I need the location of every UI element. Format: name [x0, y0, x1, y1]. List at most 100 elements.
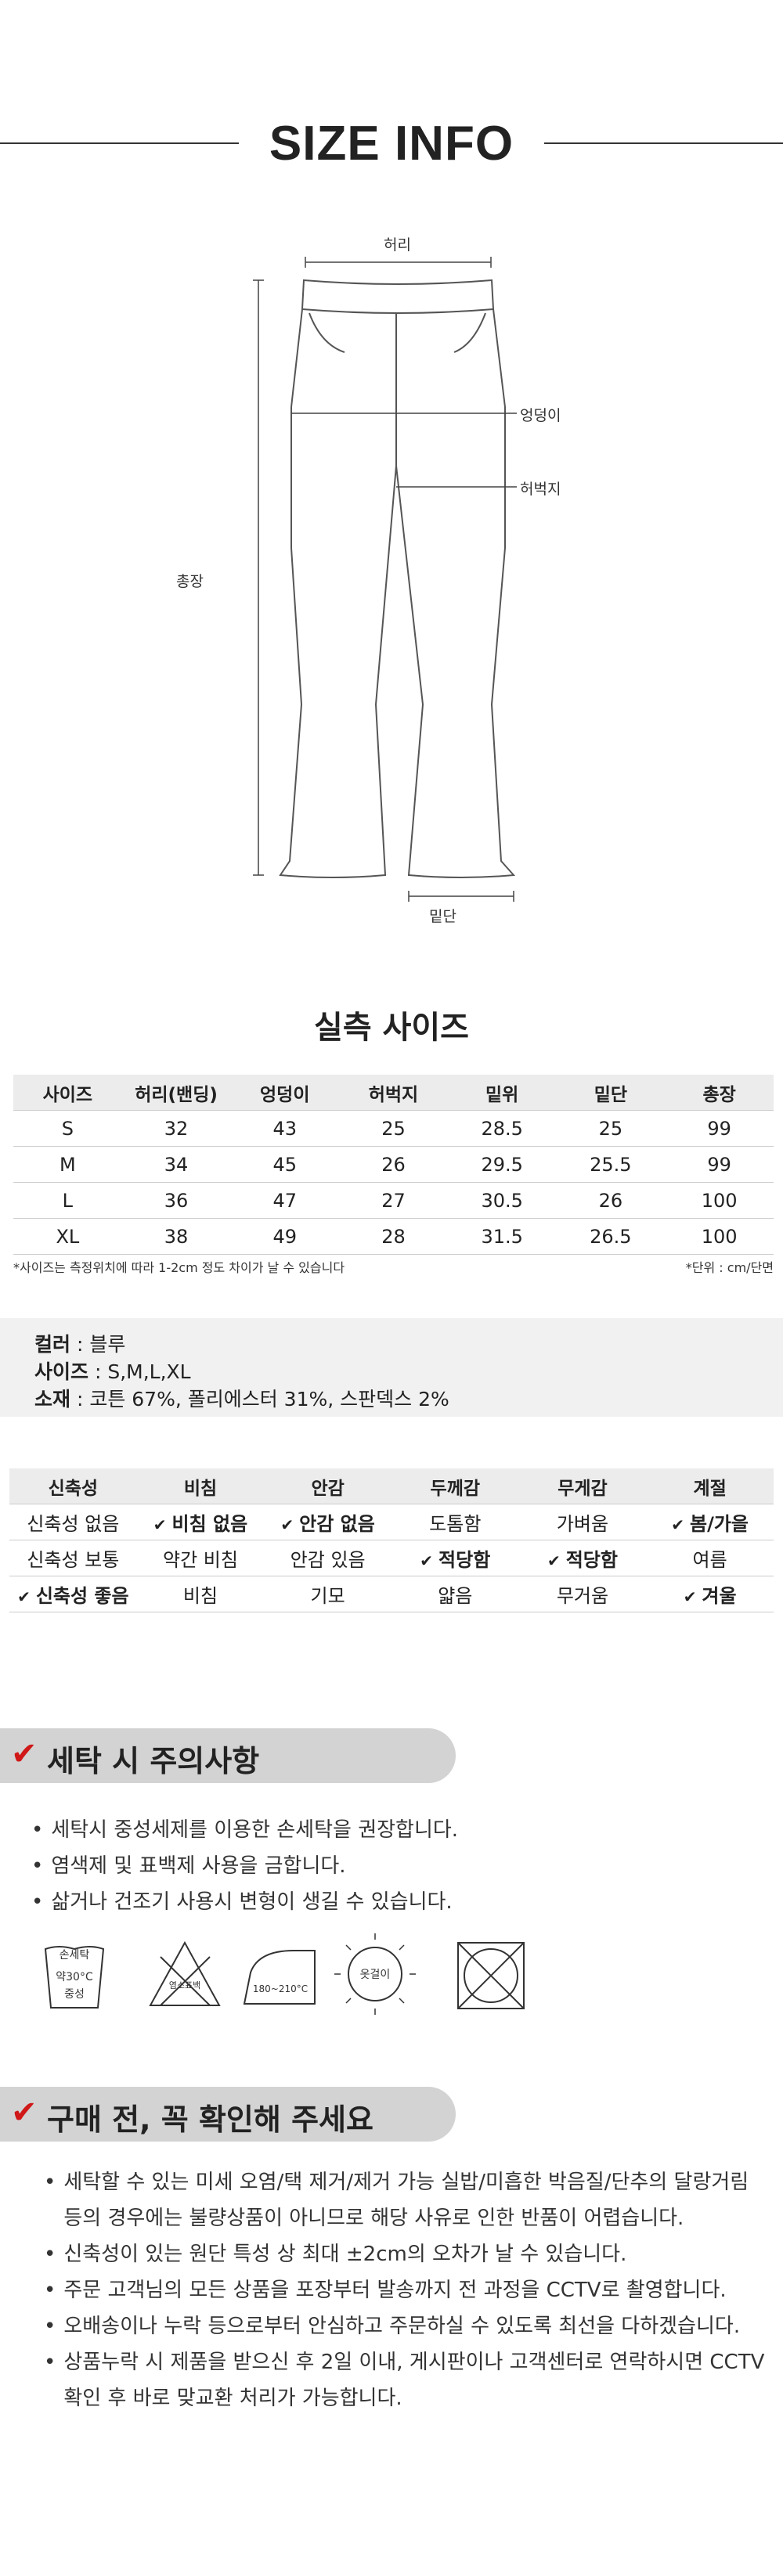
- bullet-dot: •: [44, 2279, 56, 2302]
- wash-list: • 세탁시 중성세제를 이용한 손세탁을 권장합니다. • 염색제 및 표백제 사용을…: [31, 1812, 767, 1920]
- cell: 26.5: [556, 1218, 666, 1255]
- bullet-dot: •: [44, 2315, 56, 2338]
- care-icons: 손세탁 약30°C 중성 염소표백 180~210°C 옷걸이: [44, 1933, 525, 2015]
- cell: 신축성 보통: [9, 1540, 137, 1576]
- cell: 여름: [646, 1540, 774, 1576]
- cell: 32: [121, 1110, 231, 1147]
- bullet-dot: •: [44, 2171, 56, 2194]
- bullet-dot: •: [44, 2351, 56, 2374]
- cell: 비침: [136, 1576, 265, 1612]
- info-value: : 코튼 67%, 폴리에스터 31%, 스판덱스 2%: [70, 1388, 449, 1410]
- cell: 45: [230, 1146, 340, 1183]
- diagram-label: 엉덩이: [520, 407, 561, 424]
- cell: 약간 비침: [136, 1540, 265, 1576]
- bullet-text: 염색제 및 표백제 사용을 금합니다.: [51, 1854, 346, 1878]
- cell: 신축성 없음: [9, 1504, 137, 1540]
- header-cell: 허벅지: [339, 1075, 448, 1111]
- cell: 47: [230, 1182, 340, 1219]
- cell: 31.5: [447, 1218, 557, 1255]
- cell: 28.5: [447, 1110, 557, 1147]
- info-row: 사이즈 : S,M,L,XL: [34, 1356, 191, 1385]
- bullet-dot: •: [31, 1818, 44, 1842]
- header-cell: 밑위: [447, 1075, 557, 1111]
- cell: 38: [121, 1218, 231, 1255]
- cell: 26: [339, 1146, 448, 1183]
- header-cell: 계절: [646, 1468, 774, 1504]
- cell: 29.5: [447, 1146, 557, 1183]
- bullet-item: • 오배송이나 누락 등으로부터 안심하고 주문하실 수 있도록 최선을 다하겠습…: [44, 2308, 772, 2344]
- info-box: 컬러 : 블루 사이즈 : S,M,L,XL 소재 : 코튼 67%, 폴리에스터 …: [0, 1318, 783, 1417]
- cell: 기모: [264, 1576, 392, 1612]
- bullet-text: 주문 고객님의 모든 상품을 포장부터 발송까지 전 과정을 CCTV로 촬영합…: [63, 2279, 727, 2302]
- section-title: 구매 전, 꼭 확인해 주세요: [47, 2102, 373, 2137]
- icon-text: 손세탁: [60, 1949, 90, 1962]
- bullet-item: • 신축성이 있는 원단 특성 상 최대 ±2cm의 오차가 날 수 있습니다.: [44, 2236, 772, 2272]
- cell: 얇음: [391, 1576, 519, 1612]
- cell: 도톰함: [391, 1504, 519, 1540]
- page-title: SIZE INFO: [269, 117, 514, 171]
- cell: 100: [665, 1182, 774, 1219]
- cell: 28: [339, 1218, 448, 1255]
- bullet-dot: •: [31, 1890, 44, 1914]
- header-cell: 안감: [264, 1468, 392, 1504]
- row: 신축성 없음비침 없음안감 없음도톰함가벼움봄/가을: [9, 1504, 774, 1540]
- icon-text: 약30°C: [56, 1971, 93, 1983]
- header-cell: 엉덩이: [230, 1075, 340, 1111]
- waistband: [301, 279, 495, 314]
- cell: 43: [230, 1110, 340, 1147]
- cell: 99: [665, 1110, 774, 1147]
- cell: 안감 있음: [264, 1540, 392, 1576]
- info-row: 소재 : 코튼 67%, 폴리에스터 31%, 스판덱스 2%: [34, 1384, 449, 1412]
- cell: 무거움: [518, 1576, 647, 1612]
- bullet-dot: •: [44, 2243, 56, 2266]
- bullet-item: • 주문 고객님의 모든 상품을 포장부터 발송까지 전 과정을 CCTV로 촬영…: [44, 2272, 772, 2308]
- diagram-label: 밑단: [429, 908, 456, 925]
- pockets: [309, 312, 486, 353]
- cell: 36: [121, 1182, 231, 1219]
- row: 신축성 좋음비침기모얇음무거움겨울: [9, 1576, 774, 1612]
- divider: [544, 142, 783, 144]
- cell: 25.5: [556, 1146, 666, 1183]
- info-value: : 블루: [70, 1333, 126, 1356]
- info-label: 컬러: [34, 1333, 71, 1356]
- cell: M: [13, 1146, 122, 1183]
- header-cell: 신축성: [9, 1468, 137, 1504]
- header-cell: 허리(밴딩): [121, 1075, 231, 1111]
- section-header: [0, 1728, 456, 1783]
- cell: 가벼움: [518, 1504, 647, 1540]
- bullet-item: • 염색제 및 표백제 사용을 금합니다.: [31, 1848, 767, 1884]
- cell: S: [13, 1110, 122, 1147]
- bullet-dot: •: [31, 1854, 44, 1878]
- cell: XL: [13, 1218, 122, 1255]
- section-title: 세탁 시 주의사항: [47, 1744, 260, 1778]
- cell: 적당함: [391, 1540, 519, 1576]
- info-label: 사이즈: [34, 1360, 89, 1383]
- row: M 34 45 26 29.5 25.5 99: [13, 1146, 774, 1183]
- diagram-label: 허리: [384, 236, 411, 254]
- cell: 신축성 좋음: [9, 1576, 137, 1612]
- cell: 30.5: [447, 1182, 557, 1219]
- info-value: : S,M,L,XL: [88, 1360, 191, 1383]
- row: L 36 47 27 30.5 26 100: [13, 1182, 774, 1219]
- note: *사이즈는 측정위치에 따라 1-2cm 정도 차이가 날 수 있습니다: [13, 1260, 345, 1275]
- size-table: 사이즈 허리(밴딩) 엉덩이 허벅지 밑위 밑단 총장 S 32 43 25 28.5 25 99 M 34 4…: [13, 1075, 774, 1255]
- header-cell: 두께감: [391, 1468, 519, 1504]
- bullet-text: 신축성이 있는 원단 특성 상 최대 ±2cm의 오차가 날 수 있습니다.: [63, 2243, 627, 2266]
- cell: 적당함: [518, 1540, 647, 1576]
- header-row: 신축성 비침 안감 두께감 무게감 계절: [9, 1468, 774, 1504]
- header-cell: 사이즈: [13, 1075, 122, 1111]
- icon-text: 중성: [64, 1988, 85, 2001]
- cell: 100: [665, 1218, 774, 1255]
- cell: 34: [121, 1146, 231, 1183]
- check-icon: ✔: [11, 1736, 38, 1772]
- cell: 봄/가을: [646, 1504, 774, 1540]
- bullet-text: 삶거나 건조기 사용시 변형이 생길 수 있습니다.: [51, 1890, 453, 1914]
- header-row: 사이즈 허리(밴딩) 엉덩이 허벅지 밑위 밑단 총장: [13, 1075, 774, 1111]
- header-cell: 무게감: [518, 1468, 647, 1504]
- info-label: 소재: [34, 1388, 71, 1410]
- cell: 겨울: [646, 1576, 774, 1612]
- bullet-text: 세탁할 수 있는 미세 오염/택 제거/제거 가능 실밥/미흡한 박음질/단추의…: [63, 2171, 749, 2230]
